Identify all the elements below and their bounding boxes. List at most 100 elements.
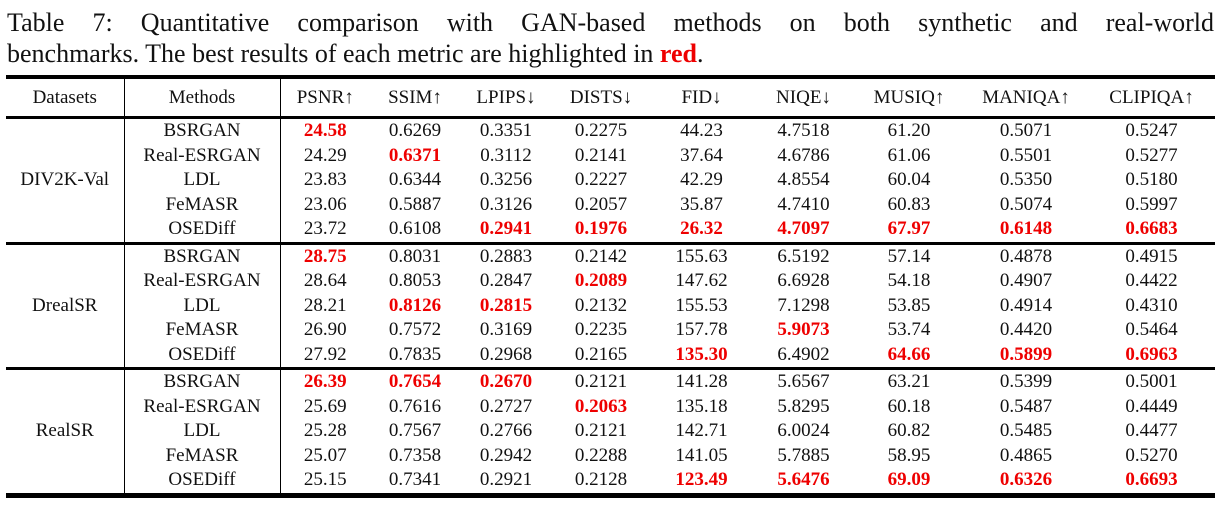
table-row: LDL 28.21 0.8126 0.2815 0.2132 155.53 7.1298 53… bbox=[6, 293, 1215, 318]
col-header-maniqa: MANIQA↑ bbox=[982, 87, 1070, 108]
table-row: FeMASR 25.07 0.7358 0.2942 0.2288 141.05 5.788… bbox=[6, 443, 1215, 468]
value-cell: 60.82 bbox=[887, 420, 931, 441]
value-cell: 0.2727 bbox=[479, 395, 533, 417]
method-cell: BSRGAN bbox=[124, 117, 281, 144]
dataset-cell: RealSR bbox=[6, 368, 125, 495]
value-cell: 0.3256 bbox=[479, 169, 533, 190]
value-cell: 155.53 bbox=[675, 294, 728, 316]
value-cell: 25.07 bbox=[303, 444, 347, 466]
value-cell: 53.74 bbox=[887, 319, 931, 340]
method-cell: Real-ESRGAN bbox=[124, 143, 281, 168]
value-cell: 60.83 bbox=[887, 193, 931, 215]
value-cell: 23.72 bbox=[303, 218, 347, 239]
value-cell: 0.2942 bbox=[479, 444, 533, 466]
value-cell: 61.06 bbox=[887, 144, 931, 166]
value-cell: 0.7567 bbox=[388, 420, 442, 441]
dataset-group: RealSR BSRGAN 26.39 0.7654 0.2670 0.2121 141.2… bbox=[6, 368, 1215, 495]
table-row: OSEDiff 25.15 0.7341 0.2921 0.2128 123.49 5.64… bbox=[6, 468, 1215, 495]
value-cell: 0.5887 bbox=[388, 193, 442, 215]
table-row: LDL 23.83 0.6344 0.3256 0.2227 42.29 4.8554 60.… bbox=[6, 168, 1215, 193]
value-cell: 25.15 bbox=[303, 469, 347, 490]
method-cell: OSEDiff bbox=[124, 468, 281, 495]
best-value-cell: 5.9073 bbox=[777, 319, 830, 340]
value-cell: 0.2165 bbox=[574, 343, 628, 365]
method-cell: Real-ESRGAN bbox=[124, 394, 281, 419]
caption-text: benchmarks. The best results of each met… bbox=[7, 39, 660, 68]
value-cell: 0.5001 bbox=[1125, 371, 1178, 392]
method-cell: FeMASR bbox=[124, 318, 281, 343]
caption-period: . bbox=[697, 39, 704, 68]
value-cell: 0.2275 bbox=[574, 120, 628, 141]
value-cell: 58.95 bbox=[887, 444, 931, 466]
method-cell: LDL bbox=[124, 293, 281, 318]
paper-table: Datasets Methods PSNR↑ SSIM↑ LPIPS↓ DIST… bbox=[6, 75, 1215, 498]
value-cell: 157.78 bbox=[675, 319, 728, 340]
value-cell: 0.5485 bbox=[999, 420, 1053, 441]
best-value-cell: 69.09 bbox=[887, 469, 931, 490]
table-row: Real-ESRGAN 28.64 0.8053 0.2847 0.2089 147.62… bbox=[6, 269, 1215, 294]
best-value-cell: 0.6148 bbox=[999, 218, 1053, 239]
value-cell: 0.4449 bbox=[1125, 395, 1178, 417]
method-cell: OSEDiff bbox=[124, 217, 281, 243]
value-cell: 0.5487 bbox=[999, 395, 1053, 417]
value-cell: 0.7835 bbox=[388, 343, 442, 365]
value-cell: 147.62 bbox=[675, 270, 728, 291]
value-cell: 25.69 bbox=[303, 395, 347, 417]
value-cell: 0.2847 bbox=[479, 270, 533, 291]
value-cell: 0.5399 bbox=[999, 371, 1053, 392]
value-cell: 6.6928 bbox=[777, 270, 830, 291]
value-cell: 5.7885 bbox=[777, 444, 830, 466]
value-cell: 0.2128 bbox=[574, 469, 628, 490]
value-cell: 60.18 bbox=[887, 395, 931, 417]
value-cell: 0.2883 bbox=[479, 245, 533, 267]
best-value-cell: 0.2941 bbox=[479, 218, 533, 239]
method-cell: LDL bbox=[124, 419, 281, 444]
best-value-cell: 24.58 bbox=[303, 120, 347, 141]
table-row: DIV2K-Val BSRGAN 24.58 0.6269 0.3351 0.2275 44… bbox=[6, 117, 1215, 243]
col-header-datasets: Datasets bbox=[6, 77, 125, 118]
best-value-cell: 67.97 bbox=[887, 218, 931, 239]
dataset-group: DIV2K-Val BSRGAN 24.58 0.6269 0.3351 0.2275 44… bbox=[6, 117, 1215, 243]
col-header-lpips: LPIPS↓ bbox=[476, 87, 536, 108]
value-cell: 44.23 bbox=[680, 120, 723, 141]
best-value-cell: 0.2063 bbox=[574, 395, 628, 417]
value-cell: 0.4477 bbox=[1125, 420, 1178, 441]
value-cell: 0.7616 bbox=[388, 395, 442, 417]
col-header-dists: DISTS↓ bbox=[569, 87, 633, 108]
method-cell: LDL bbox=[124, 168, 281, 193]
value-cell: 28.64 bbox=[303, 270, 347, 291]
table-row: OSEDiff 27.92 0.7835 0.2968 0.2165 135.30 6.49… bbox=[6, 342, 1215, 369]
value-cell: 0.4907 bbox=[999, 270, 1053, 291]
table-row: FeMASR 23.06 0.5887 0.3126 0.2057 35.87 4.7410… bbox=[6, 192, 1215, 217]
value-cell: 24.29 bbox=[303, 144, 347, 166]
dataset-group: DrealSR BSRGAN 28.75 0.8031 0.2883 0.2142 155.… bbox=[6, 243, 1215, 369]
method-cell: Real-ESRGAN bbox=[124, 269, 281, 294]
value-cell: 63.21 bbox=[887, 371, 931, 392]
col-header-fid: FID↓ bbox=[681, 87, 722, 108]
value-cell: 0.5247 bbox=[1125, 120, 1178, 141]
value-cell: 0.3112 bbox=[480, 144, 532, 166]
value-cell: 6.4902 bbox=[777, 343, 830, 365]
value-cell: 0.5270 bbox=[1125, 444, 1178, 466]
value-cell: 0.2235 bbox=[574, 319, 628, 340]
col-header-ssim: SSIM↑ bbox=[388, 87, 442, 108]
value-cell: 61.20 bbox=[887, 120, 931, 141]
value-cell: 60.04 bbox=[887, 169, 931, 190]
value-cell: 0.4878 bbox=[999, 245, 1053, 267]
method-cell: BSRGAN bbox=[124, 368, 281, 395]
value-cell: 0.3351 bbox=[479, 120, 533, 141]
caption-line-2: benchmarks. The best results of each met… bbox=[7, 38, 1214, 69]
value-cell: 0.2121 bbox=[574, 420, 628, 441]
best-value-cell: 0.6683 bbox=[1125, 218, 1178, 239]
value-cell: 0.4420 bbox=[999, 319, 1053, 340]
value-cell: 0.8053 bbox=[388, 270, 442, 291]
best-value-cell: 135.30 bbox=[675, 343, 728, 365]
value-cell: 0.2057 bbox=[574, 193, 628, 215]
value-cell: 28.21 bbox=[303, 294, 347, 316]
value-cell: 57.14 bbox=[887, 245, 931, 267]
best-value-cell: 28.75 bbox=[303, 245, 347, 267]
col-header-psnr: PSNR↑ bbox=[296, 87, 354, 108]
value-cell: 0.5180 bbox=[1125, 169, 1178, 190]
method-cell: BSRGAN bbox=[124, 243, 281, 269]
value-cell: 5.6567 bbox=[777, 371, 830, 392]
